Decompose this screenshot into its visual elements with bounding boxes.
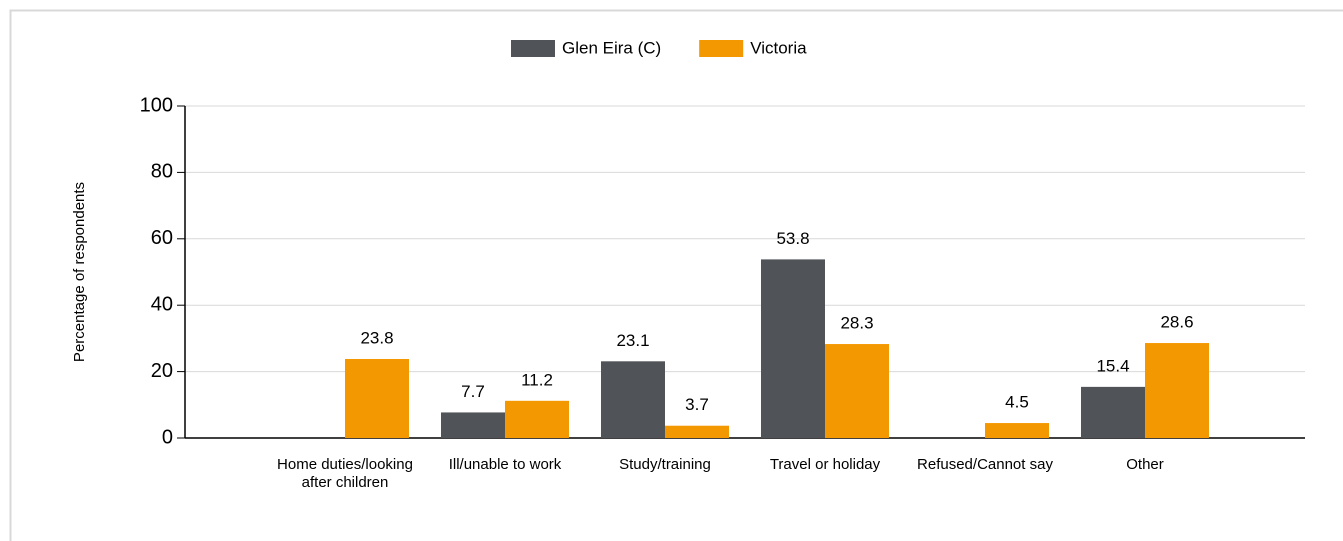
x-tick-label: Other xyxy=(1126,456,1164,473)
data-label: 53.8 xyxy=(776,229,809,248)
data-label: 15.4 xyxy=(1096,356,1129,375)
x-tick-label: Refused/Cannot say xyxy=(917,456,1053,473)
data-label: 4.5 xyxy=(1005,393,1029,412)
x-tick-label: Travel or holiday xyxy=(769,456,881,473)
y-tick-label: 100 xyxy=(140,94,173,116)
data-label: 7.7 xyxy=(461,382,485,401)
y-tick-label: 40 xyxy=(151,293,173,315)
data-label: 23.8 xyxy=(360,328,393,347)
data-label: 23.1 xyxy=(616,331,649,350)
legend-swatch xyxy=(511,40,555,57)
bar xyxy=(825,344,889,438)
legend-label: Glen Eira (C) xyxy=(562,38,661,57)
y-axis-label: Percentage of respondents xyxy=(71,182,88,362)
bar xyxy=(1145,343,1209,438)
data-label: 3.7 xyxy=(685,395,709,414)
bar xyxy=(505,400,569,438)
data-label: 28.6 xyxy=(1160,313,1193,332)
data-label: 28.3 xyxy=(840,314,873,333)
frame xyxy=(9,9,1343,541)
bar xyxy=(345,358,409,438)
x-tick-label: Ill/unable to work xyxy=(448,456,562,473)
y-tick-label: 60 xyxy=(151,227,173,249)
bar xyxy=(985,423,1049,438)
y-tick-label: 0 xyxy=(162,426,173,448)
legend-label: Victoria xyxy=(750,38,807,57)
x-tick-label: Home duties/looking after children xyxy=(277,456,413,491)
bar xyxy=(601,361,665,438)
legend-swatch xyxy=(699,40,744,57)
bar xyxy=(441,412,505,438)
bar xyxy=(1081,386,1145,438)
bar xyxy=(761,259,825,438)
y-tick-label: 20 xyxy=(151,360,173,382)
bar xyxy=(665,425,729,438)
data-label: 11.2 xyxy=(521,370,553,389)
x-tick-label: Study/training xyxy=(619,456,711,473)
y-tick-label: 80 xyxy=(151,161,173,183)
